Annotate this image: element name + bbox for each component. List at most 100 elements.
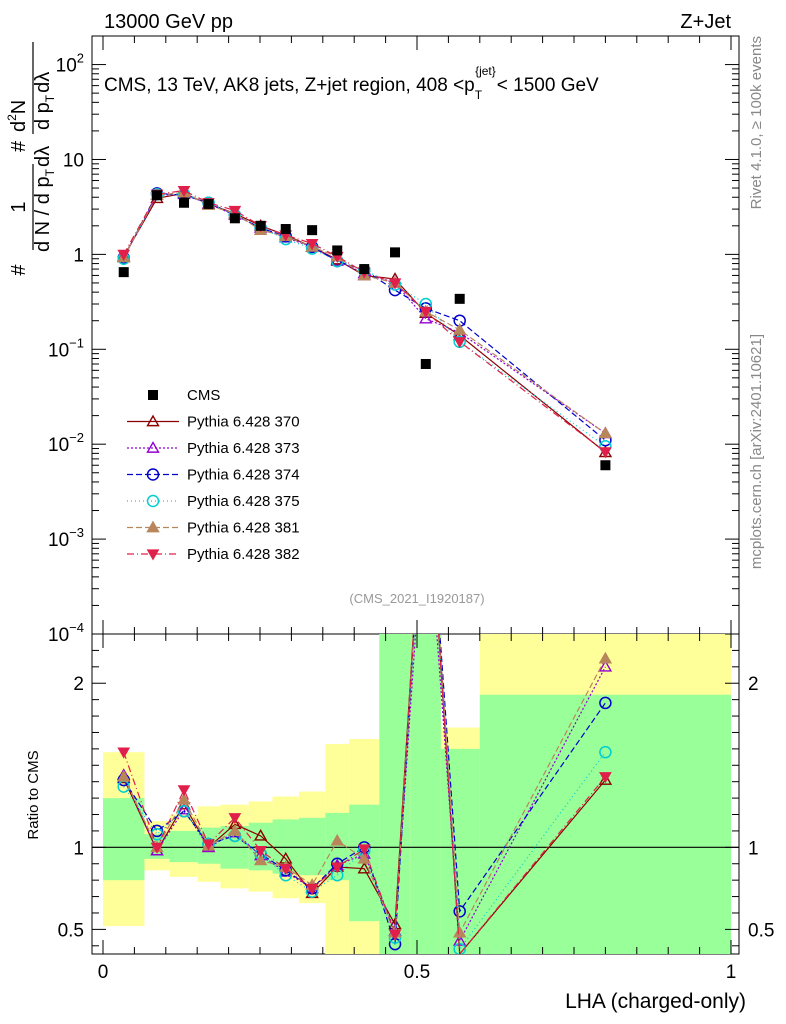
data-point xyxy=(420,358,431,369)
series-point-4 xyxy=(598,426,613,439)
ratio-point-2 xyxy=(150,824,164,838)
x-tick-label: 0.5 xyxy=(404,962,430,983)
ratio-point-3 xyxy=(150,827,164,841)
ratio-y-tick-label-right: 0.5 xyxy=(748,920,774,941)
ratio-point-5 xyxy=(388,929,402,941)
tick-exponent: −4 xyxy=(69,620,84,635)
plot-title-sup: {jet} xyxy=(475,64,496,78)
series-point-5 xyxy=(419,306,433,319)
ratio-y-tick-label-left: 0.5 xyxy=(58,920,84,941)
ratio-point-0 xyxy=(253,828,268,841)
tick-base: 10 xyxy=(48,530,69,551)
ratio-point-4 xyxy=(357,851,371,864)
data-point xyxy=(390,247,401,258)
band-green-bin xyxy=(298,817,326,876)
side-label-mcplots: mcplots.cern.ch [arXiv:2401.10621] xyxy=(748,334,765,569)
y-label-denominator: d N / d pTdλ xyxy=(32,146,57,252)
ratio-point-5 xyxy=(599,772,612,784)
tick-exponent: 2 xyxy=(77,51,84,66)
ratio-point-5 xyxy=(330,862,344,874)
x-tick-label: 1 xyxy=(726,962,737,983)
plot-title-sub: T xyxy=(475,88,483,102)
ratio-point-1 xyxy=(177,802,191,815)
main-y-tick-label: 10−4 xyxy=(48,620,84,646)
legend-label: Pythia 6.428 373 xyxy=(187,440,300,457)
data-point xyxy=(255,220,266,231)
y-label-numerator: d2N xyxy=(5,100,30,132)
series-point-5 xyxy=(453,337,467,349)
tick-base: 10 xyxy=(48,435,69,456)
tick-base: 10 xyxy=(48,625,69,646)
ratio-uncertainty-bands xyxy=(103,634,731,954)
ratio-point-3 xyxy=(453,942,466,954)
ratio-point-5 xyxy=(117,747,131,759)
legend-label: Pythia 6.428 382 xyxy=(187,546,300,563)
tick-base: 1 xyxy=(73,245,84,266)
main-y-axis-label: # 1 d N / d pTdλ # d2N d pTdλ xyxy=(5,42,57,276)
data-point xyxy=(203,198,214,209)
legend-label: Pythia 6.428 381 xyxy=(187,520,300,537)
ratio-point-4 xyxy=(117,769,131,782)
band-green-bin xyxy=(479,694,731,954)
series-line-5 xyxy=(123,189,606,453)
legend: CMS Pythia 6.428 370 Pythia 6.428 373 Pythi… xyxy=(127,387,300,563)
main-y-tick-label: 10−2 xyxy=(48,430,84,456)
legend-marker xyxy=(146,494,160,508)
ratio-point-5 xyxy=(228,813,242,825)
data-point xyxy=(359,264,370,275)
ratio-point-5 xyxy=(305,883,319,895)
legend-label: Pythia 6.428 370 xyxy=(187,414,300,431)
tick-base: 10 xyxy=(48,340,69,361)
series-point-1 xyxy=(419,311,433,324)
main-series-group xyxy=(117,185,613,471)
ratio-line-3 xyxy=(123,634,606,951)
ratio-point-5 xyxy=(357,844,371,856)
main-y-tick-label: 1 xyxy=(73,245,84,266)
analysis-tag: (CMS_2021_I1920187) xyxy=(349,591,484,606)
y-label-one: 1 xyxy=(8,201,30,212)
main-plot-frame xyxy=(91,35,740,635)
legend-marker xyxy=(146,468,160,481)
series-point-4 xyxy=(452,323,467,335)
ratio-point-4 xyxy=(452,925,467,938)
legend-label: CMS xyxy=(187,387,220,404)
data-point xyxy=(179,197,190,208)
band-green-bin xyxy=(440,748,480,954)
ratio-point-4 xyxy=(228,824,242,836)
y-label-denominator-2: d pTdλ xyxy=(32,72,57,130)
band-green-bin xyxy=(103,798,145,881)
y-label-hash: # xyxy=(8,264,30,276)
band-green-bin xyxy=(169,830,198,863)
ratio-axis-ticks: 0.5 0.5 1 1 2 2 0 0.5 1 xyxy=(58,634,774,983)
ratio-y-axis-label: Ratio to CMS xyxy=(25,750,42,839)
data-point xyxy=(229,213,240,224)
ratio-point-2 xyxy=(453,905,466,918)
ratio-y-tick-label-right: 2 xyxy=(748,674,759,695)
ratio-point-0 xyxy=(357,861,371,874)
ratio-point-5 xyxy=(202,839,215,851)
side-label-rivet: Rivet 4.1.0, ≥ 100k events xyxy=(748,36,765,209)
series-point-5 xyxy=(305,238,319,251)
ratio-point-4 xyxy=(330,833,344,846)
series-point-5 xyxy=(599,447,612,459)
ratio-y-tick-label-left: 1 xyxy=(73,838,84,859)
legend-marker xyxy=(146,520,160,533)
data-point xyxy=(307,225,318,236)
tick-base: 10 xyxy=(63,150,84,171)
ratio-point-1 xyxy=(598,659,613,672)
main-y-tick-label: 10−1 xyxy=(48,335,84,361)
plot-title-pre: CMS, 13 TeV, AK8 jets, Z+jet region, 408… xyxy=(104,75,475,96)
series-point-5 xyxy=(228,205,242,218)
tick-exponent: −3 xyxy=(69,525,84,540)
band-green-bin xyxy=(410,634,441,954)
ratio-y-tick-label-right: 1 xyxy=(748,838,759,859)
ratio-point-5 xyxy=(279,864,293,876)
legend-marker-cms xyxy=(148,390,158,400)
data-point xyxy=(280,224,291,235)
ratio-point-3 xyxy=(599,745,612,759)
ratio-point-5 xyxy=(177,785,191,797)
ratio-point-5 xyxy=(150,842,164,854)
tick-base: 10 xyxy=(56,56,77,77)
